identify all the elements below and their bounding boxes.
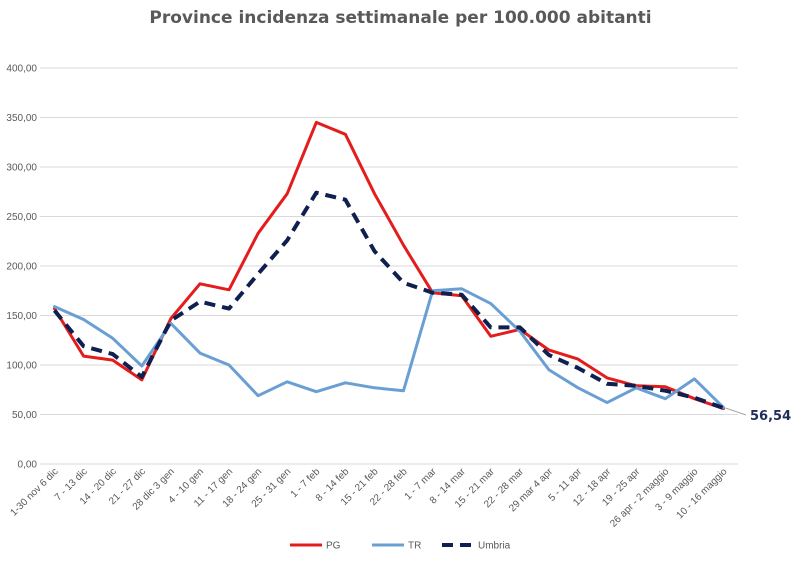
y-tick-label: 400,00 [6,64,37,75]
legend-label-umbria: Umbria [478,541,511,552]
legend-label-tr: TR [408,541,421,552]
y-tick-label: 50,00 [12,410,37,421]
y-tick-label: 100,00 [6,361,37,372]
end-label-leader [725,407,747,416]
x-tick-label: 1-30 nov 6 dic [8,466,60,518]
y-tick-label: 250,00 [6,212,37,223]
chart-title: Province incidenza settimanale per 100.0… [149,8,652,28]
y-tick-label: 0,00 [18,460,38,471]
end-value-label: 56,54 [750,409,791,424]
y-tick-label: 350,00 [6,113,37,124]
legend-label-pg: PG [326,541,341,552]
y-tick-label: 200,00 [6,262,37,273]
y-tick-label: 300,00 [6,163,37,174]
y-tick-label: 150,00 [6,311,37,322]
series-line-umbria [52,190,725,410]
x-tick-label: 10 - 16 maggio [675,466,730,521]
